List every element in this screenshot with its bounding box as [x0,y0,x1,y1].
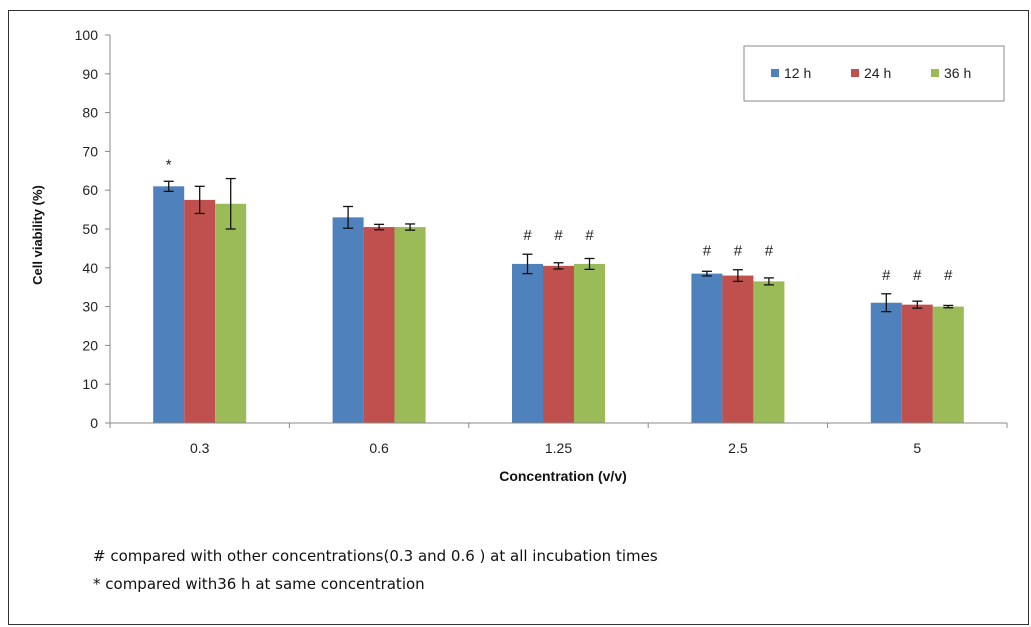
legend-swatch [771,69,779,77]
bar [512,263,543,423]
bar [184,199,216,423]
bar [394,227,426,423]
x-tick-label: 2.5 [728,440,748,456]
x-tick-label: 1.25 [545,440,572,456]
x-tick-label: 0.6 [369,440,389,456]
y-tick-label: 90 [82,66,98,82]
x-tick-label: 0.3 [190,440,210,456]
legend-label: 24 h [864,65,891,81]
star-footnote: * compared with36 h at same concentratio… [93,575,425,593]
y-tick-label: 0 [90,415,98,431]
y-axis: 0 10 20 30 40 50 60 70 80 90 100 [75,27,111,431]
bar [215,203,247,423]
legend: 12 h 24 h 36 h [743,45,1005,102]
y-tick-label: 40 [82,260,98,276]
significance-mark: # [585,227,594,244]
bar [153,186,185,423]
bar [363,227,395,423]
y-tick-label: 10 [82,376,98,392]
bar [932,306,964,423]
x-axis-label: Concentration (v/v) [499,468,627,484]
bar [870,302,902,423]
significance-mark: # [554,227,563,244]
significance-mark: # [523,227,532,244]
x-tick-label: 5 [913,440,921,456]
significance-mark: # [734,243,743,260]
significance-mark: # [882,267,891,284]
y-tick-label: 70 [82,143,98,159]
bar [574,263,605,423]
hash-footnote: # compared with other concentrations(0.3… [93,547,658,565]
y-tick-label: 80 [82,105,98,121]
y-axis-label: Cell viability (%) [30,185,45,285]
y-tick-label: 20 [82,337,98,353]
y-tick-label: 30 [82,299,98,315]
legend-swatch [931,69,939,77]
bar [722,275,754,423]
bar [753,281,785,423]
legend-box [743,45,1005,102]
bar [332,217,364,423]
y-tick-label: 100 [75,27,99,43]
significance-mark: # [944,267,953,284]
legend-label: 36 h [944,65,971,81]
significance-mark: * [166,156,172,173]
bar [691,273,723,423]
legend-swatch [851,69,859,77]
bar [901,304,933,423]
bar [543,265,574,423]
y-tick-label: 50 [82,221,98,237]
significance-mark: # [765,243,774,260]
x-axis: 0.3 0.6 1.25 2.5 5 [109,422,1008,456]
y-tick-label: 60 [82,182,98,198]
bars: * # # # # # # # # # [153,156,964,423]
significance-mark: # [913,267,922,284]
legend-label: 12 h [784,65,811,81]
significance-mark: # [703,243,712,260]
